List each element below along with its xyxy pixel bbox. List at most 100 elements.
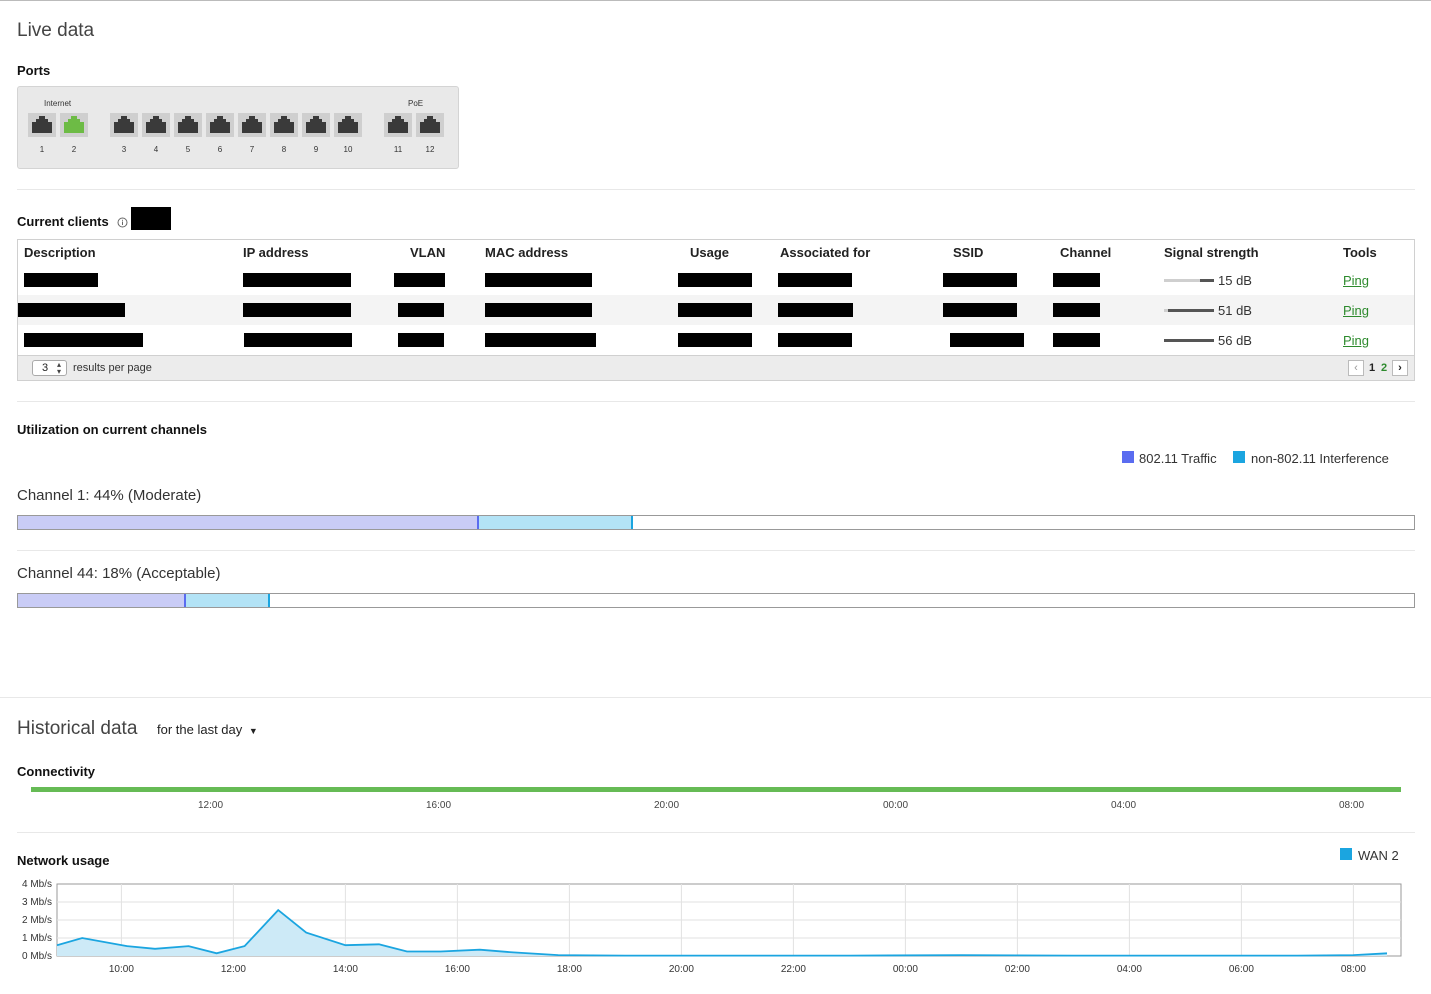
port-1[interactable] xyxy=(28,113,56,137)
redacted-cell xyxy=(778,273,852,287)
redacted-cell xyxy=(678,303,752,317)
ping-link[interactable]: Ping xyxy=(1343,273,1370,288)
divider xyxy=(17,189,1415,190)
signal-bar-fill xyxy=(1168,309,1214,312)
column-header[interactable]: MAC address xyxy=(485,245,569,260)
range-dropdown[interactable]: for the last day ▼ xyxy=(157,722,258,737)
connectivity-tick-label: 20:00 xyxy=(654,800,680,811)
column-header[interactable]: Usage xyxy=(690,245,730,260)
redacted-cell xyxy=(943,303,1017,317)
ethernet-port-icon xyxy=(338,116,358,133)
channel-1-title: Channel 1: 44% (Moderate) xyxy=(17,487,202,504)
port-7[interactable] xyxy=(238,113,266,137)
redacted-cell xyxy=(18,303,125,317)
redacted-cell xyxy=(243,303,351,317)
per-page-select[interactable]: 3 ▴ ▾ xyxy=(32,360,67,376)
utilization-title: Utilization on current channels xyxy=(17,422,207,437)
network-usage-title: Network usage xyxy=(17,853,110,868)
signal-bar-fill xyxy=(1164,339,1214,342)
x-tick-label: 18:00 xyxy=(557,964,582,975)
port-10[interactable] xyxy=(334,113,362,137)
top-border xyxy=(0,0,1431,3)
port-6[interactable] xyxy=(206,113,234,137)
ethernet-port-icon xyxy=(146,116,166,133)
page-2-link[interactable]: 2 xyxy=(1381,362,1388,374)
table-row[interactable]: 15 dB Ping xyxy=(18,265,1414,295)
redacted-cell xyxy=(1053,273,1100,287)
per-page-value: 3 xyxy=(42,362,49,374)
column-header[interactable]: VLAN xyxy=(410,245,446,260)
per-page-label: results per page xyxy=(73,362,152,374)
redacted-cell xyxy=(678,273,752,287)
port-12[interactable] xyxy=(416,113,444,137)
legend-swatch-traffic xyxy=(1122,451,1134,463)
traffic-segment xyxy=(18,594,186,607)
prev-page-button[interactable]: ‹ xyxy=(1348,360,1364,376)
redacted-cell xyxy=(485,273,592,287)
redacted-cell xyxy=(24,333,143,347)
port-group-label: PoE xyxy=(408,99,424,108)
port-2[interactable] xyxy=(60,113,88,137)
range-label: for the last day xyxy=(157,722,243,737)
clients-table: Description IP address VLAN MAC address Usag… xyxy=(17,239,1415,381)
channel-1-bar xyxy=(17,515,1415,530)
historical-data-title: Historical data xyxy=(17,718,138,739)
port-number: 11 xyxy=(393,145,403,154)
port-4[interactable] xyxy=(142,113,170,137)
page-1-link[interactable]: 1 xyxy=(1369,362,1376,374)
connectivity-tick-label: 08:00 xyxy=(1339,800,1365,811)
port-3[interactable] xyxy=(110,113,138,137)
x-tick-label: 12:00 xyxy=(221,964,246,975)
table-header: Description IP address VLAN MAC address Usag… xyxy=(18,240,1414,265)
connectivity-bar[interactable] xyxy=(31,787,1401,792)
y-tick-label: 4 Mb/s xyxy=(22,879,52,890)
interference-segment xyxy=(479,516,633,529)
port-8[interactable] xyxy=(270,113,298,137)
traffic-segment xyxy=(18,516,479,529)
signal-bar-fill xyxy=(1200,279,1214,282)
port-9[interactable] xyxy=(302,113,330,137)
x-tick-label: 16:00 xyxy=(445,964,470,975)
table-row[interactable]: 51 dB Ping xyxy=(18,295,1414,325)
legend-label-traffic: 802.11 Traffic xyxy=(1139,451,1217,466)
signal-bar xyxy=(1164,309,1214,312)
column-header[interactable]: SSID xyxy=(953,245,984,260)
column-header[interactable]: Tools xyxy=(1343,245,1377,260)
connectivity-title: Connectivity xyxy=(17,764,96,779)
ethernet-port-icon xyxy=(210,116,230,133)
port-number: 5 xyxy=(185,145,191,154)
ping-link[interactable]: Ping xyxy=(1343,333,1370,348)
ethernet-port-icon xyxy=(274,116,294,133)
next-page-button[interactable]: › xyxy=(1392,360,1408,376)
x-tick-label: 06:00 xyxy=(1229,964,1254,975)
ethernet-port-icon xyxy=(388,116,408,133)
legend-swatch-wan2 xyxy=(1340,848,1352,860)
y-tick-label: 2 Mb/s xyxy=(22,915,52,926)
redacted-cell xyxy=(485,303,592,317)
ethernet-port-icon xyxy=(114,116,134,133)
column-header[interactable]: IP address xyxy=(243,245,309,260)
connectivity-tick-label: 12:00 xyxy=(198,800,224,811)
x-tick-label: 04:00 xyxy=(1117,964,1142,975)
info-icon[interactable] xyxy=(117,215,128,228)
ping-link[interactable]: Ping xyxy=(1343,303,1370,318)
port-11[interactable] xyxy=(384,113,412,137)
redacted-cell xyxy=(243,273,351,287)
series-area xyxy=(57,910,1387,956)
table-row[interactable]: 56 dB Ping xyxy=(18,325,1414,355)
live-data-title: Live data xyxy=(17,20,95,41)
connectivity-tick-label: 04:00 xyxy=(1111,800,1137,811)
column-header[interactable]: Description xyxy=(24,245,96,260)
port-number: 12 xyxy=(425,145,435,154)
port-number: 1 xyxy=(39,145,45,154)
interference-segment xyxy=(186,594,270,607)
port-number: 10 xyxy=(343,145,353,154)
ethernet-port-icon xyxy=(306,116,326,133)
port-number: 8 xyxy=(281,145,287,154)
redacted-cell xyxy=(244,333,352,347)
column-header[interactable]: Associated for xyxy=(780,245,871,260)
port-5[interactable] xyxy=(174,113,202,137)
redacted-cell xyxy=(678,333,752,347)
column-header[interactable]: Channel xyxy=(1060,245,1112,260)
column-header[interactable]: Signal strength xyxy=(1164,245,1259,260)
